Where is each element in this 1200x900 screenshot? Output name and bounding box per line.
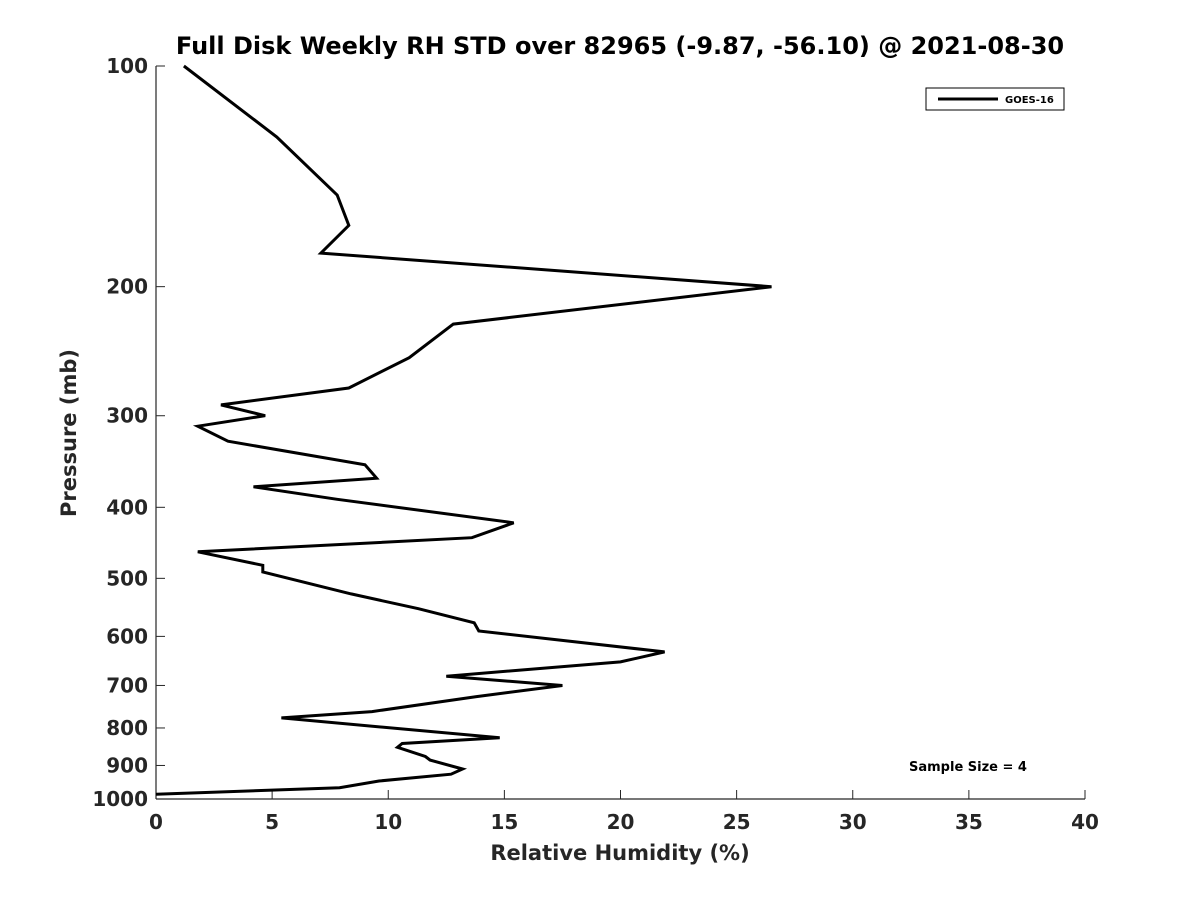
y-tick-label: 900 — [106, 753, 148, 777]
y-tick-label: 1000 — [92, 787, 148, 811]
legend-label-goes16: GOES-16 — [1005, 95, 1054, 106]
y-tick-label: 600 — [106, 624, 148, 648]
x-tick-label: 30 — [839, 810, 867, 834]
x-tick-label: 35 — [955, 810, 983, 834]
x-tick-label: 20 — [607, 810, 635, 834]
x-tick-label: 15 — [490, 810, 518, 834]
series-line-goes-16 — [155, 64, 772, 796]
y-tick-label: 200 — [106, 275, 148, 299]
chart-title: Full Disk Weekly RH STD over 82965 (-9.8… — [176, 32, 1064, 60]
x-axis-label: Relative Humidity (%) — [490, 841, 749, 865]
axis-ticks: 0 5 10 15 20 25 30 35 40 100 200 300 400 500 600 700 800… — [92, 54, 1099, 834]
y-tick-label: 300 — [106, 404, 148, 428]
y-tick-label: 500 — [106, 566, 148, 590]
x-tick-label: 40 — [1071, 810, 1099, 834]
x-tick-label: 10 — [374, 810, 402, 834]
y-tick-label: 100 — [106, 54, 148, 78]
y-tick-label: 400 — [106, 495, 148, 519]
y-tick-label: 700 — [106, 673, 148, 697]
sample-size-annotation: Sample Size = 4 — [909, 760, 1027, 775]
legend: GOES-16 — [925, 87, 1065, 111]
x-tick-label: 25 — [723, 810, 751, 834]
x-tick-label: 5 — [265, 810, 279, 834]
y-tick-label: 800 — [106, 716, 148, 740]
x-tick-label: 0 — [149, 810, 163, 834]
series-lines — [155, 64, 772, 796]
y-axis-label: Pressure (mb) — [57, 349, 81, 517]
